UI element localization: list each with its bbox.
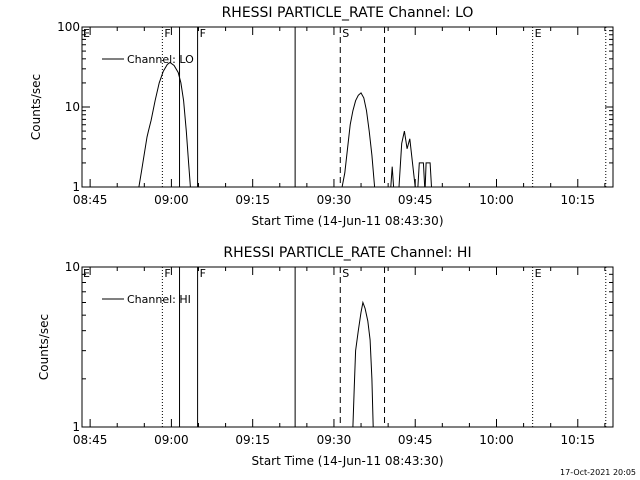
plot-panel-1: RHESSI PARTICLE_RATE Channel: HI 1 10 08:45… bbox=[37, 245, 614, 468]
y-tick-label: 100 bbox=[57, 20, 80, 34]
legend-label: Channel: HI bbox=[127, 293, 191, 306]
x-tick-label: 09:00 bbox=[154, 193, 189, 207]
event-flag-label: E bbox=[535, 267, 542, 280]
x-tick-label: 10:15 bbox=[560, 433, 595, 447]
y-axis-label: Counts/sec bbox=[29, 74, 43, 140]
x-tick-label: 09:00 bbox=[154, 433, 189, 447]
x-tick-label: 09:45 bbox=[398, 193, 433, 207]
event-flag-label: E bbox=[83, 267, 90, 280]
legend-label: Channel: LO bbox=[127, 53, 194, 66]
event-flag-label: F bbox=[200, 267, 206, 280]
x-tick-label: 10:00 bbox=[479, 193, 514, 207]
x-axis-label: Start Time (14-Jun-11 08:43:30) bbox=[252, 454, 444, 468]
event-flag-label: S bbox=[342, 267, 349, 280]
x-tick-label: 09:30 bbox=[317, 433, 352, 447]
y-tick-label: 1 bbox=[72, 420, 80, 434]
x-tick-label: 10:15 bbox=[560, 193, 595, 207]
y-tick-label: 10 bbox=[65, 100, 80, 114]
y-axis-label: Counts/sec bbox=[37, 314, 51, 380]
series-line bbox=[352, 300, 374, 428]
y-tick-label: 10 bbox=[65, 260, 80, 274]
x-axis-label: Start Time (14-Jun-11 08:43:30) bbox=[252, 214, 444, 228]
chart-title: RHESSI PARTICLE_RATE Channel: HI bbox=[223, 245, 471, 261]
y-tick-label: 1 bbox=[72, 180, 80, 194]
x-tick-label: 10:00 bbox=[479, 433, 514, 447]
x-tick-label: 09:15 bbox=[235, 433, 270, 447]
plot-panel-0: RHESSI PARTICLE_RATE Channel: LO 1 10 100 08… bbox=[29, 5, 614, 228]
event-flag-label: S bbox=[342, 27, 349, 40]
event-flag-label: F bbox=[200, 27, 206, 40]
event-flag-label: F bbox=[164, 267, 170, 280]
plot-frame bbox=[81, 26, 614, 188]
plot-frame bbox=[81, 266, 614, 428]
chart-title: RHESSI PARTICLE_RATE Channel: LO bbox=[222, 5, 474, 21]
plot-timestamp: 17-Oct-2021 20:05 bbox=[560, 468, 636, 477]
x-tick-label: 09:15 bbox=[235, 193, 270, 207]
series-line bbox=[417, 162, 426, 188]
series-line bbox=[341, 92, 376, 188]
event-flag-label: E bbox=[83, 27, 90, 40]
x-tick-label: 09:45 bbox=[398, 433, 433, 447]
series-line bbox=[424, 162, 432, 188]
x-tick-label: 09:30 bbox=[317, 193, 352, 207]
series-line bbox=[138, 61, 191, 188]
x-tick-label: 08:45 bbox=[73, 193, 108, 207]
event-flag-label: F bbox=[164, 27, 170, 40]
series-line bbox=[398, 130, 416, 188]
event-flag-label: E bbox=[535, 27, 542, 40]
series-line bbox=[390, 166, 395, 188]
x-tick-label: 08:45 bbox=[73, 433, 108, 447]
